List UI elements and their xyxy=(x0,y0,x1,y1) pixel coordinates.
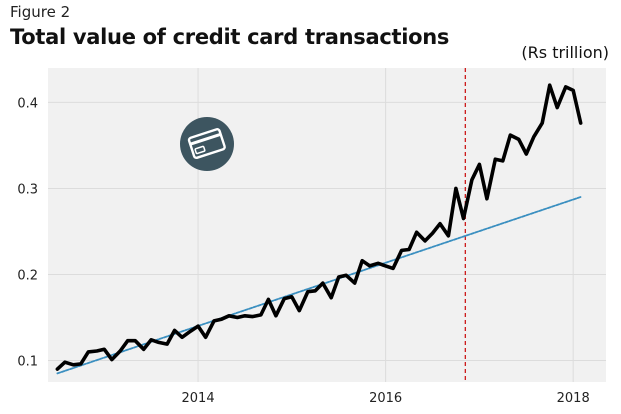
x-tick-label: 2014 xyxy=(182,391,215,406)
x-tick-label: 2018 xyxy=(557,391,590,406)
credit-card-icon xyxy=(180,117,234,171)
chart-title: Total value of credit card transactions xyxy=(10,25,450,49)
x-tick-label: 2016 xyxy=(369,391,402,406)
unit-label: (Rs trillion) xyxy=(521,43,609,62)
x-axis-ticks: 2014 2016 2018 xyxy=(182,391,590,406)
actual-series-line xyxy=(55,83,583,371)
figure-label: Figure 2 xyxy=(10,3,71,21)
y-axis-ticks: 0.1 0.2 0.3 0.4 xyxy=(17,96,38,369)
y-tick-label: 0.1 xyxy=(17,354,38,369)
y-tick-label: 0.4 xyxy=(17,96,38,111)
plot-background xyxy=(48,68,606,382)
y-tick-label: 0.2 xyxy=(17,268,38,283)
series-group xyxy=(55,83,583,375)
y-tick-label: 0.3 xyxy=(17,182,38,197)
grid-lines xyxy=(48,68,606,382)
